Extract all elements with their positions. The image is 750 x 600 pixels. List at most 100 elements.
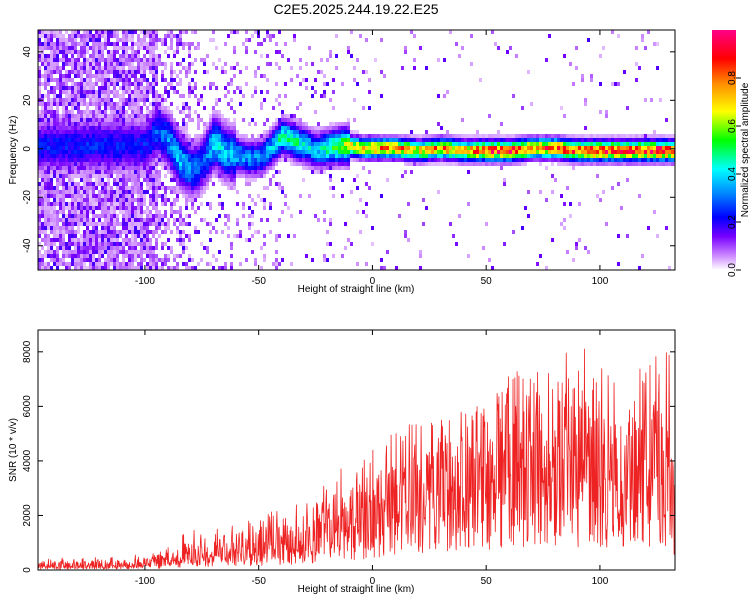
spectrogram-cell xyxy=(131,158,134,162)
spectrogram-cell xyxy=(581,134,584,138)
spectrogram-cell xyxy=(53,34,56,38)
spectrogram-cell xyxy=(146,50,149,54)
spectrogram-cell xyxy=(170,34,173,38)
spectrogram-cell xyxy=(518,162,521,166)
spectrogram-cell xyxy=(191,186,194,190)
spectrogram-cell xyxy=(239,162,242,166)
spectrogram-cell xyxy=(266,78,269,82)
spectrogram-cell xyxy=(254,262,257,266)
spectrogram-cell xyxy=(434,158,437,162)
spectrogram-cell xyxy=(242,174,245,178)
spectrogram-cell xyxy=(311,130,314,134)
spectrogram-cell xyxy=(479,142,482,146)
spectrogram-cell xyxy=(77,154,80,158)
spectrogram-cell xyxy=(170,82,173,86)
spectrogram-cell xyxy=(95,66,98,70)
spectrogram-cell xyxy=(149,214,152,218)
spectrogram-cell xyxy=(83,234,86,238)
spectrogram-cell xyxy=(218,130,221,134)
spectrogram-cell xyxy=(101,178,104,182)
spectrogram-cell xyxy=(50,166,53,170)
spectrogram-cell xyxy=(584,246,587,250)
spectrogram-cell xyxy=(236,174,239,178)
spectrogram-cell xyxy=(101,190,104,194)
spectrogram-cell xyxy=(125,178,128,182)
spectrogram-cell xyxy=(398,146,401,150)
spectrogram-cell xyxy=(575,162,578,166)
spectrogram-cell xyxy=(230,138,233,142)
spectrogram-cell xyxy=(53,238,56,242)
spectrogram-cell xyxy=(122,262,125,266)
spectrogram-cell xyxy=(296,158,299,162)
spectrogram-cell xyxy=(449,146,452,150)
spectrogram-cell xyxy=(323,166,326,170)
spectrogram-cell xyxy=(194,194,197,198)
spectrogram-cell xyxy=(323,258,326,262)
spectrogram-cell xyxy=(665,146,668,150)
spectrogram-cell xyxy=(314,214,317,218)
spectrogram-cell xyxy=(143,42,146,46)
spectrogram-cell xyxy=(137,146,140,150)
spectrogram-cell xyxy=(71,90,74,94)
spectrogram-cell xyxy=(191,78,194,82)
spectrogram-cell xyxy=(329,166,332,170)
spectrogram-cell xyxy=(83,146,86,150)
spectrogram-cell xyxy=(614,162,617,166)
spectrogram-cell xyxy=(71,110,74,114)
spectrogram-cell xyxy=(80,94,83,98)
spectrogram-cell xyxy=(626,158,629,162)
spectrogram-cell xyxy=(584,158,587,162)
spectrogram-cell xyxy=(128,58,131,62)
spectrogram-cell xyxy=(410,30,413,34)
spectrogram-cell xyxy=(572,82,575,86)
spectrogram-cell xyxy=(158,130,161,134)
spectrogram-cell xyxy=(227,154,230,158)
spectrogram-cell xyxy=(236,170,239,174)
spectrogram-cell xyxy=(137,250,140,254)
spectrogram-cell xyxy=(44,170,47,174)
spectrogram-cell xyxy=(44,30,47,34)
spectrogram-cell xyxy=(137,206,140,210)
spectrogram-cell xyxy=(629,134,632,138)
spectrogram-cell xyxy=(86,146,89,150)
spectrogram-cell xyxy=(611,134,614,138)
spectrogram-cell xyxy=(59,50,62,54)
spectrogram-cell xyxy=(578,142,581,146)
spectrogram-cell xyxy=(95,154,98,158)
spectrogram-cell xyxy=(56,42,59,46)
spectrogram-cell xyxy=(164,242,167,246)
spectrogram-cell xyxy=(386,142,389,146)
spectrogram-cell xyxy=(404,146,407,150)
spectrogram-cell xyxy=(86,178,89,182)
spectrogram-cell xyxy=(83,182,86,186)
spectrogram-cell xyxy=(68,78,71,82)
spectrogram-cell xyxy=(119,266,122,270)
spectrogram-cell xyxy=(131,190,134,194)
spectrogram-cell xyxy=(377,146,380,150)
spectrogram-cell xyxy=(152,82,155,86)
spectrogram-cell xyxy=(131,198,134,202)
spectrogram-cell xyxy=(161,166,164,170)
spectrogram-cell xyxy=(377,138,380,142)
spectrogram-cell xyxy=(134,198,137,202)
spectrogram-cell xyxy=(68,90,71,94)
spectrogram-cell xyxy=(638,66,641,70)
spectrogram-cell xyxy=(194,110,197,114)
spectrogram-cell xyxy=(155,190,158,194)
spectrogram-cell xyxy=(395,158,398,162)
spectrogram-cell xyxy=(587,146,590,150)
spectrogram-cell xyxy=(56,222,59,226)
spectrogram-cell xyxy=(248,226,251,230)
spectrogram-cell xyxy=(89,174,92,178)
spectrogram-cell xyxy=(137,254,140,258)
spectrogram-cell xyxy=(296,134,299,138)
spectrogram-cell xyxy=(188,170,191,174)
spectrogram-cell xyxy=(356,186,359,190)
spectrogram-cell xyxy=(212,150,215,154)
spectrogram-cell xyxy=(299,130,302,134)
spectrogram-cell xyxy=(53,174,56,178)
spectrogram-cell xyxy=(152,230,155,234)
spectrogram-cell xyxy=(296,146,299,150)
spectrogram-cell xyxy=(71,142,74,146)
spectrogram-cell xyxy=(176,162,179,166)
